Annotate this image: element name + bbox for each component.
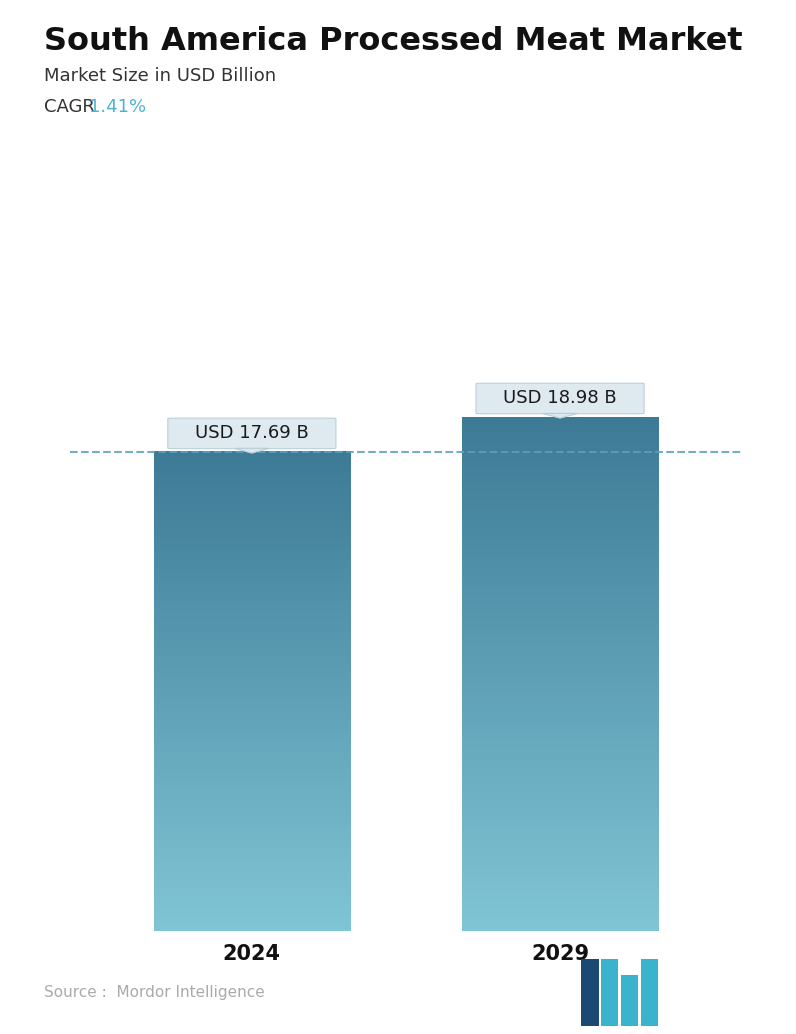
Text: USD 17.69 B: USD 17.69 B (195, 424, 309, 443)
Text: Market Size in USD Billion: Market Size in USD Billion (44, 67, 276, 85)
FancyBboxPatch shape (168, 418, 336, 449)
FancyBboxPatch shape (476, 384, 644, 414)
Polygon shape (543, 414, 578, 418)
Polygon shape (641, 959, 658, 1026)
Text: Source :  Mordor Intelligence: Source : Mordor Intelligence (44, 985, 264, 1000)
Polygon shape (234, 449, 269, 453)
Text: 1.41%: 1.41% (89, 98, 146, 116)
Polygon shape (601, 959, 618, 1026)
Text: USD 18.98 B: USD 18.98 B (503, 390, 617, 407)
Polygon shape (621, 975, 638, 1026)
Text: CAGR: CAGR (44, 98, 100, 116)
Polygon shape (581, 959, 599, 1026)
Text: South America Processed Meat Market: South America Processed Meat Market (44, 26, 743, 57)
